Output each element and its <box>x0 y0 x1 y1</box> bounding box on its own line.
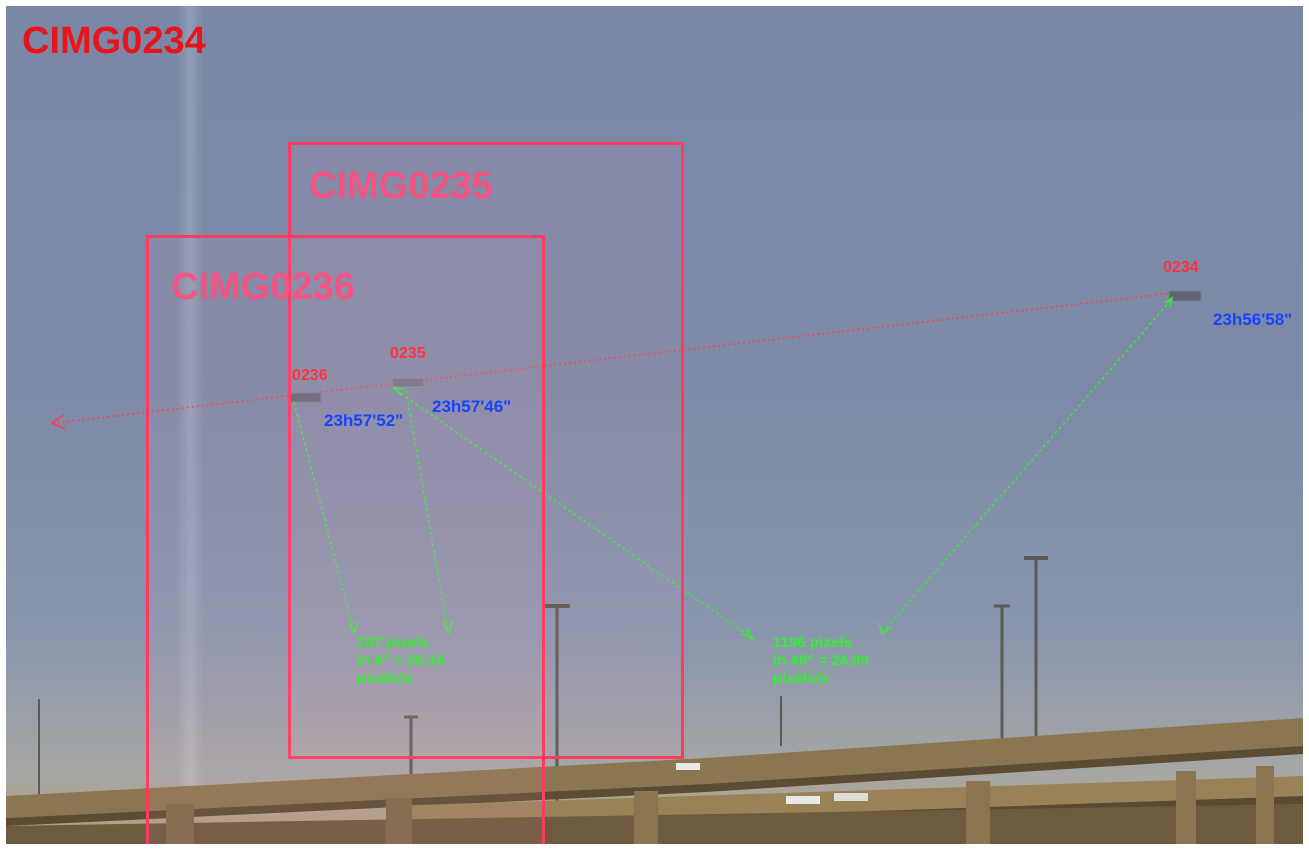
measurement-line: 1196 pixels <box>773 634 853 651</box>
haze-streak <box>176 6 204 786</box>
object-id-0234: 0234 <box>1163 259 1199 276</box>
object-streak-0235 <box>391 377 425 388</box>
annotation-layer <box>6 290 1303 844</box>
frame-label-cimg0236: CIMG0236 <box>171 266 355 308</box>
object-time-0236: 23h57'52" <box>324 411 404 430</box>
object-streak-0234 <box>1168 290 1202 302</box>
highway-overpass <box>6 718 1303 844</box>
measurement-line: pixels/s <box>357 670 413 687</box>
trajectory-line <box>50 291 1183 430</box>
measurement-arrows <box>293 299 1172 639</box>
frame-outline-cimg0235: CIMG0235 <box>288 142 684 759</box>
measurement-line: in 6" = 26,16 <box>357 652 445 669</box>
measurement-label-0235-0236: 197 pixels in 6" = 26,16 pixels/s <box>357 634 445 688</box>
object-id-0236: 0236 <box>292 367 328 384</box>
measurement-arrowheads <box>347 296 1174 641</box>
measurement-label-0234-0235: 1196 pixels in 48" = 24,90 pixels/s <box>773 634 869 688</box>
object-time-0234: 23h56'58" <box>1213 310 1293 329</box>
measurement-line: in 48" = 24,90 <box>773 652 869 669</box>
object-id-0235: 0235 <box>390 345 426 362</box>
photo-title: CIMG0234 <box>22 20 206 62</box>
measurement-line: pixels/s <box>773 670 829 687</box>
measurement-line: 197 pixels <box>357 634 429 651</box>
photo: CIMG0234 CIMG0235 CIMG0236 0234 23h56'58… <box>6 6 1303 844</box>
frame-label-cimg0235: CIMG0235 <box>309 165 493 207</box>
object-time-0235: 23h57'46" <box>432 397 512 416</box>
frame-outline-cimg0236: CIMG0236 <box>146 235 545 844</box>
